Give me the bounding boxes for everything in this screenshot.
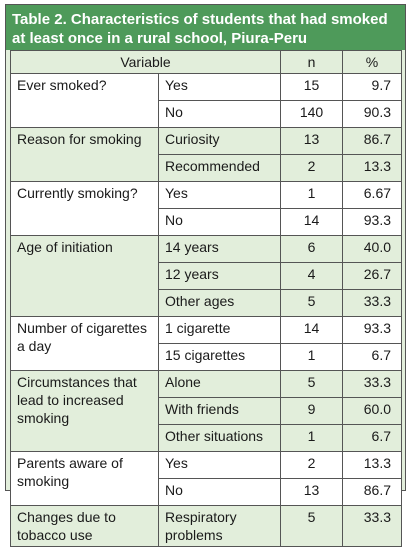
percent-cell: 13.3: [342, 154, 403, 182]
category-cell: No: [157, 208, 282, 236]
count-cell: 1: [280, 424, 344, 452]
variable-label: Currently smoking?: [10, 181, 159, 236]
table-row: Currently smoking? Yes 1 6.67: [10, 181, 403, 236]
table-row: With friends 9 60.0: [11, 397, 403, 425]
category-cell: Recommended: [157, 154, 282, 182]
variable-label: Ever smoked?: [10, 73, 159, 128]
table-row: Other ages 5 33.3: [11, 289, 403, 317]
table-row: Ever smoked? Yes 15 9.7: [10, 73, 403, 128]
count-cell: 1: [280, 181, 344, 209]
percent-cell: 60.0: [342, 397, 403, 425]
category-cell: No: [157, 100, 282, 128]
category-cell: Yes: [157, 73, 282, 101]
header-row: Variable n %: [9, 50, 403, 74]
table-row: Parents aware of smoking Yes 2 13.3: [10, 451, 403, 506]
count-cell: 5: [280, 370, 344, 398]
count-cell: 14: [280, 208, 344, 236]
category-cell: 1 cigarette: [157, 316, 282, 344]
count-cell: 1: [280, 343, 344, 371]
category-cell: With friends: [157, 397, 282, 425]
table-row: Changes due to tobacco use Respiratory pr…: [10, 505, 403, 547]
percent-cell: 93.3: [342, 316, 403, 344]
header-variable: Variable: [9, 50, 282, 74]
percent-cell: 93.3: [342, 208, 403, 236]
percent-cell: 90.3: [342, 100, 403, 128]
category-cell: Alone: [157, 370, 282, 398]
table-row: No 140 90.3: [11, 100, 403, 128]
variable-label: Reason for smoking: [10, 127, 159, 182]
category-cell: Other situations: [157, 424, 282, 452]
count-cell: 9: [280, 397, 344, 425]
variable-label: Circumstances that lead to increased smo…: [10, 370, 159, 452]
table-container: Table 2. Characteristics of students tha…: [5, 4, 406, 547]
count-cell: 140: [280, 100, 344, 128]
category-cell: Other ages: [157, 289, 282, 317]
count-cell: 2: [280, 451, 344, 479]
category-cell: Yes: [157, 181, 282, 209]
category-cell: Curiosity: [157, 127, 282, 155]
category-cell: 15 cigarettes: [157, 343, 282, 371]
variable-label: Number of cigarettes a day: [10, 316, 159, 371]
category-cell: 14 years: [157, 235, 282, 263]
table-row: 15 cigarettes 1 6.7: [11, 343, 403, 371]
category-cell: 12 years: [157, 262, 282, 290]
count-cell: 4: [280, 262, 344, 290]
table-row: Number of cigarettes a day 1 cigarette 14 9…: [10, 316, 403, 371]
percent-cell: 9.7: [342, 73, 403, 101]
percent-cell: 6.67: [342, 181, 403, 209]
category-cell: Respiratory problems: [157, 505, 282, 547]
percent-cell: 6.7: [342, 343, 403, 371]
header-percent: %: [342, 50, 403, 74]
table-row: Age of initiation 14 years 6 40.0: [10, 235, 403, 317]
table-row: Recommended 2 13.3: [11, 154, 403, 182]
percent-cell: 86.7: [342, 478, 403, 506]
count-cell: 14: [280, 316, 344, 344]
table-title: Table 2. Characteristics of students tha…: [6, 5, 405, 50]
percent-cell: 86.7: [342, 127, 403, 155]
percent-cell: 26.7: [342, 262, 403, 290]
count-cell: 6: [280, 235, 344, 263]
percent-cell: 40.0: [342, 235, 403, 263]
percent-cell: 33.3: [342, 289, 403, 317]
percent-cell: 13.3: [342, 451, 403, 479]
percent-cell: 33.3: [342, 505, 403, 547]
header-n: n: [280, 50, 344, 74]
percent-cell: 33.3: [342, 370, 403, 398]
table-row: Circumstances that lead to increased smo…: [10, 370, 403, 452]
count-cell: 15: [280, 73, 344, 101]
variable-label: Parents aware of smoking: [10, 451, 159, 506]
count-cell: 13: [280, 478, 344, 506]
count-cell: 13: [280, 127, 344, 155]
table-row: Reason for smoking Curiosity 13 86.7: [10, 127, 403, 182]
count-cell: 5: [280, 505, 344, 547]
variable-label: Changes due to tobacco use: [10, 505, 159, 547]
variable-label: Age of initiation: [10, 235, 159, 317]
percent-cell: 6.7: [342, 424, 403, 452]
count-cell: 2: [280, 154, 344, 182]
characteristics-table: Variable n % Ever smoked? Yes 15 9.7 No 140 90…: [9, 50, 403, 547]
category-cell: Yes: [157, 451, 282, 479]
count-cell: 5: [280, 289, 344, 317]
category-cell: No: [157, 478, 282, 506]
table-row: Other situations 1 6.7: [11, 424, 403, 452]
